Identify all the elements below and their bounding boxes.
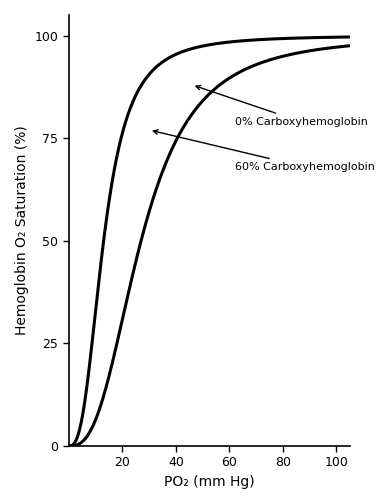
- Text: 0% Carboxyhemoglobin: 0% Carboxyhemoglobin: [196, 86, 368, 127]
- Y-axis label: Hemoglobin O₂ Saturation (%): Hemoglobin O₂ Saturation (%): [15, 125, 29, 335]
- Text: 60% Carboxyhemoglobin: 60% Carboxyhemoglobin: [153, 130, 375, 172]
- X-axis label: PO₂ (mm Hg): PO₂ (mm Hg): [164, 475, 255, 489]
